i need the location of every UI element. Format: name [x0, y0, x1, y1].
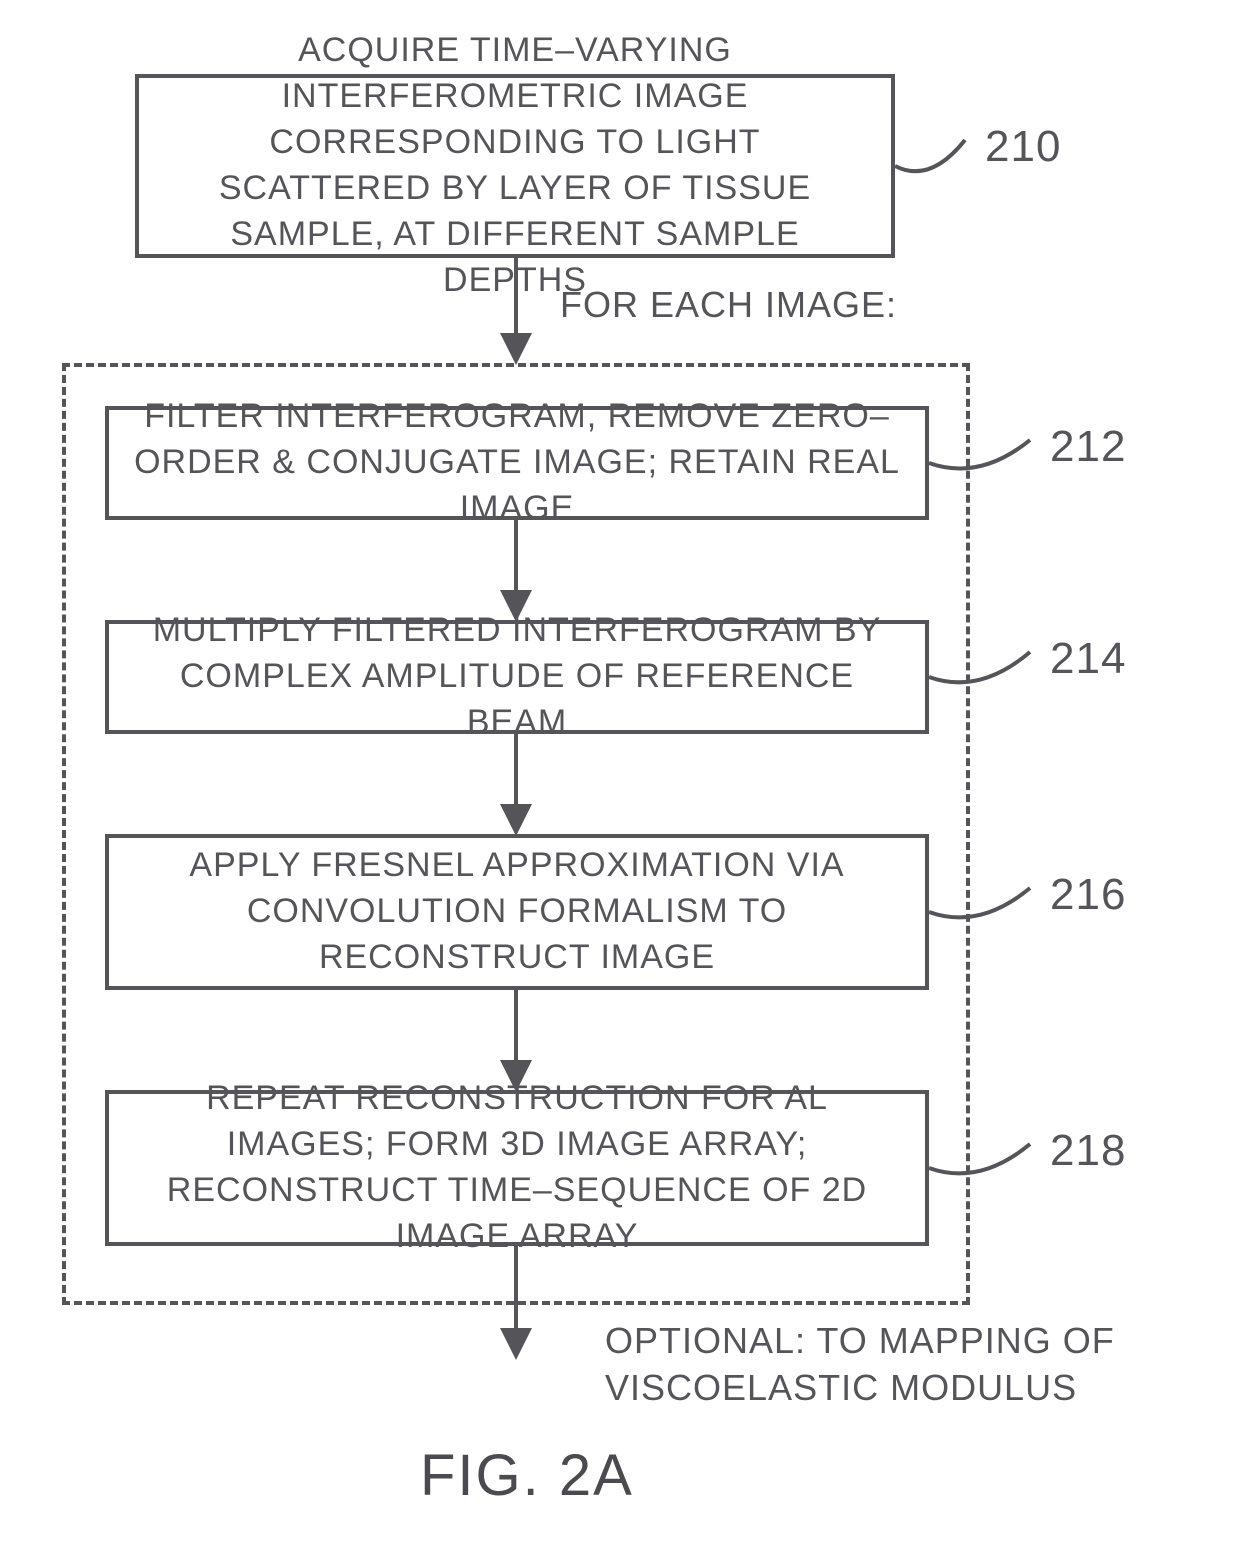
- leaders-group: [895, 140, 1030, 1173]
- flowchart-canvas: ACQUIRE TIME–VARYING INTERFEROMETRIC IMA…: [0, 0, 1240, 1563]
- connectors-svg: [0, 0, 1240, 1563]
